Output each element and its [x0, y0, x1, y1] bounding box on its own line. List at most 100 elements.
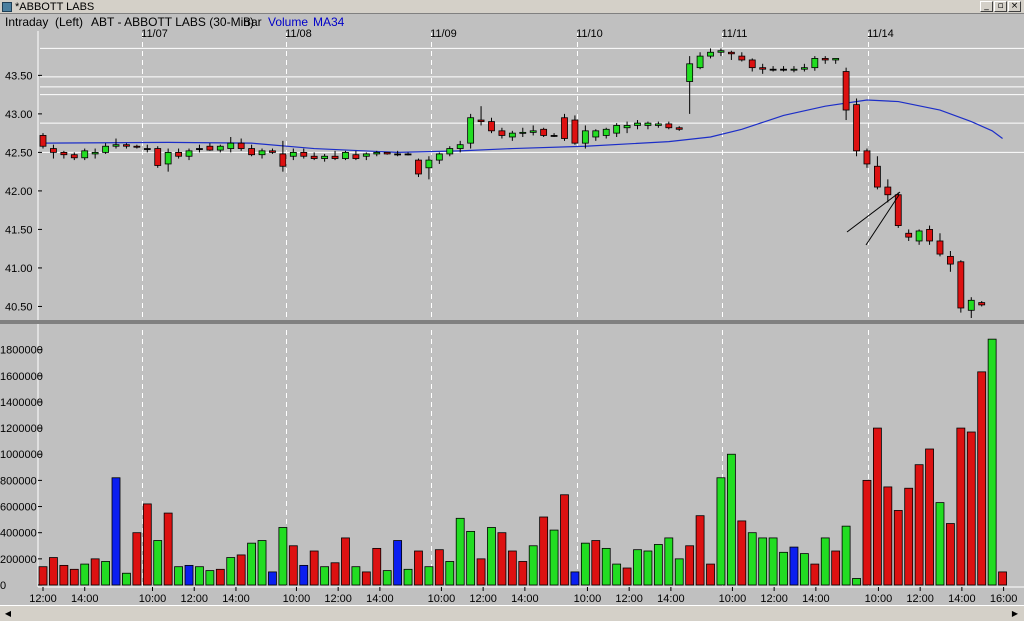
- candle-body: [404, 153, 412, 156]
- candlestick: [654, 121, 662, 128]
- candle-body: [780, 68, 787, 71]
- time-tick-label: 12:00: [29, 593, 57, 605]
- candlestick: [529, 125, 537, 136]
- volume-bar: [351, 566, 361, 586]
- close-button[interactable]: ×: [1008, 1, 1021, 12]
- candle-body: [519, 131, 527, 134]
- candle-body: [592, 130, 600, 138]
- candlestick: [425, 156, 433, 180]
- volume-bar: [341, 537, 350, 586]
- candle-body: [279, 153, 287, 167]
- candle-body: [759, 67, 767, 70]
- chart-canvas[interactable]: 43.50 43.00 42.50 42.00 41.50 41.00 40.50 11/07…: [0, 0, 1024, 605]
- candlestick: [821, 56, 829, 64]
- candlestick: [362, 152, 370, 161]
- horizontal-scrollbar[interactable]: ◀ ▶: [0, 605, 1024, 621]
- volume-bar: [664, 537, 674, 586]
- candlestick: [154, 146, 162, 168]
- candle-body: [853, 104, 860, 152]
- candlestick: [602, 127, 610, 139]
- candle-body: [613, 125, 621, 134]
- price-tick-label: 41.00: [5, 263, 33, 275]
- time-tick-label: 14:00: [802, 593, 830, 605]
- candlestick: [248, 144, 256, 157]
- candle-body: [654, 123, 662, 126]
- candlestick: [383, 151, 391, 155]
- time-tick-label: 12:00: [324, 593, 352, 605]
- volume-bar: [434, 549, 444, 586]
- annotation-line: [865, 194, 900, 246]
- app-icon: [2, 2, 12, 12]
- time-tick-label: 12:00: [180, 593, 208, 605]
- candlestick: [102, 143, 109, 154]
- date-label: 11/14: [867, 28, 894, 40]
- candlestick: [717, 48, 725, 57]
- candle-body: [143, 148, 151, 150]
- volume-tick-label: 1000000: [0, 449, 43, 461]
- candlestick: [581, 125, 589, 149]
- volume-indicator-label: Volume: [268, 15, 309, 29]
- candle-body: [738, 55, 746, 61]
- candle-body: [60, 151, 68, 156]
- candlestick: [237, 138, 245, 151]
- candlestick: [342, 150, 349, 161]
- candle-body: [874, 165, 881, 188]
- candlestick: [175, 148, 182, 159]
- minimize-button[interactable]: _: [980, 1, 993, 12]
- volume-bar: [831, 550, 841, 586]
- candlestick: [540, 127, 548, 137]
- candlestick: [289, 148, 297, 161]
- window-title-bar: *ABBOTT LABS _ ▫ ×: [0, 0, 1024, 14]
- volume-tick-label: 600000: [0, 502, 37, 514]
- volume-bar: [799, 553, 809, 586]
- candle-body: [300, 151, 308, 157]
- candle-body: [258, 150, 266, 156]
- time-tick-label: 10:00: [865, 593, 893, 605]
- volume-bar: [601, 547, 611, 586]
- candle-body: [748, 59, 756, 69]
- volume-bar: [987, 338, 997, 586]
- volume-bar: [215, 568, 225, 586]
- style-label: Bar: [243, 15, 262, 29]
- scale-label: (Left): [55, 15, 84, 29]
- volume-bar: [998, 571, 1007, 586]
- volume-bar: [810, 563, 820, 586]
- candle-body: [842, 71, 850, 111]
- volume-bar: [789, 546, 799, 586]
- date-label: 11/11: [721, 28, 747, 40]
- ma34-line: [42, 99, 1003, 153]
- candlestick: [394, 150, 402, 157]
- volume-tick-label: 1600000: [0, 371, 43, 383]
- candle-body: [415, 159, 422, 175]
- price-tick-label: 42.50: [5, 147, 33, 159]
- time-tick-label: 10:00: [574, 593, 602, 605]
- candlestick: [50, 144, 57, 159]
- candle-body: [394, 153, 402, 156]
- volume-bar: [163, 512, 173, 586]
- candlestick: [707, 48, 714, 59]
- candlestick: [279, 140, 287, 172]
- volume-bar: [111, 477, 121, 586]
- volume-bar: [768, 537, 778, 586]
- candle-body: [342, 151, 349, 159]
- scroll-left-arrow-icon[interactable]: ◀: [4, 609, 12, 618]
- scroll-right-arrow-icon[interactable]: ▶: [1011, 609, 1019, 618]
- volume-bar: [737, 520, 747, 586]
- date-label: 11/09: [430, 28, 457, 40]
- candle-body: [623, 125, 631, 129]
- candle-body: [175, 151, 182, 157]
- candlestick: [112, 138, 120, 149]
- volume-bar: [247, 542, 257, 586]
- volume-bar: [184, 564, 194, 586]
- candlestick: [196, 144, 203, 153]
- candle-body: [289, 151, 297, 157]
- volume-bar: [914, 464, 924, 586]
- volume-bar: [560, 494, 569, 586]
- restore-button[interactable]: ▫: [994, 1, 1007, 12]
- candle-body: [133, 145, 141, 148]
- candlestick: [894, 192, 902, 228]
- time-tick-label: 14:00: [948, 593, 976, 605]
- candle-body: [936, 240, 944, 255]
- candle-body: [227, 142, 235, 149]
- candle-body: [50, 148, 57, 153]
